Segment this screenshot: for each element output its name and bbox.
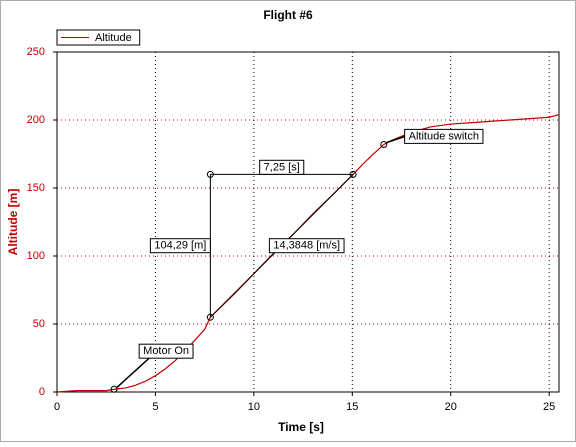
x-tick-label: 0 <box>54 401 60 413</box>
measure-dx-label: 7,25 [s] <box>264 161 300 173</box>
legend-label: Altitude <box>95 32 132 44</box>
y-tick-label: 250 <box>27 46 45 58</box>
y-tick-label: 200 <box>27 114 45 126</box>
marker-label: Altitude switch <box>409 130 479 142</box>
measure-dx-label-box <box>259 159 305 175</box>
x-tick-label: 20 <box>445 401 457 413</box>
marker-arrow <box>116 357 150 388</box>
marker-label: Motor On <box>143 345 189 357</box>
y-tick-label: 100 <box>27 250 45 262</box>
y-tick-label: 150 <box>27 182 45 194</box>
y-axis-label: Altitude [m] <box>6 189 20 256</box>
legend-box <box>56 29 141 46</box>
marker-label-box <box>138 343 194 359</box>
measure-dy-label-box <box>149 238 211 254</box>
marker-label-box <box>404 128 484 144</box>
measure-point <box>206 170 214 178</box>
x-tick-label: 25 <box>543 401 555 413</box>
plot-border <box>56 51 560 393</box>
measure-dy-label: 104,29 [m] <box>154 240 206 252</box>
y-tick-label: 0 <box>39 386 45 398</box>
measure-point <box>206 313 214 321</box>
y-tick-label: 50 <box>33 318 45 330</box>
x-tick-label: 15 <box>346 401 358 413</box>
measure-point <box>349 170 357 178</box>
x-axis-label: Time [s] <box>278 420 324 434</box>
marker-arrow <box>386 135 405 144</box>
chart-title: Flight #6 <box>263 8 313 22</box>
measure-slope-label: 14,3848 [m/s] <box>273 240 340 252</box>
measure-slope-label-box <box>268 238 345 254</box>
x-tick-label: 10 <box>248 401 260 413</box>
marker-point <box>110 385 118 393</box>
x-tick-label: 5 <box>152 401 158 413</box>
marker-point <box>380 140 388 148</box>
